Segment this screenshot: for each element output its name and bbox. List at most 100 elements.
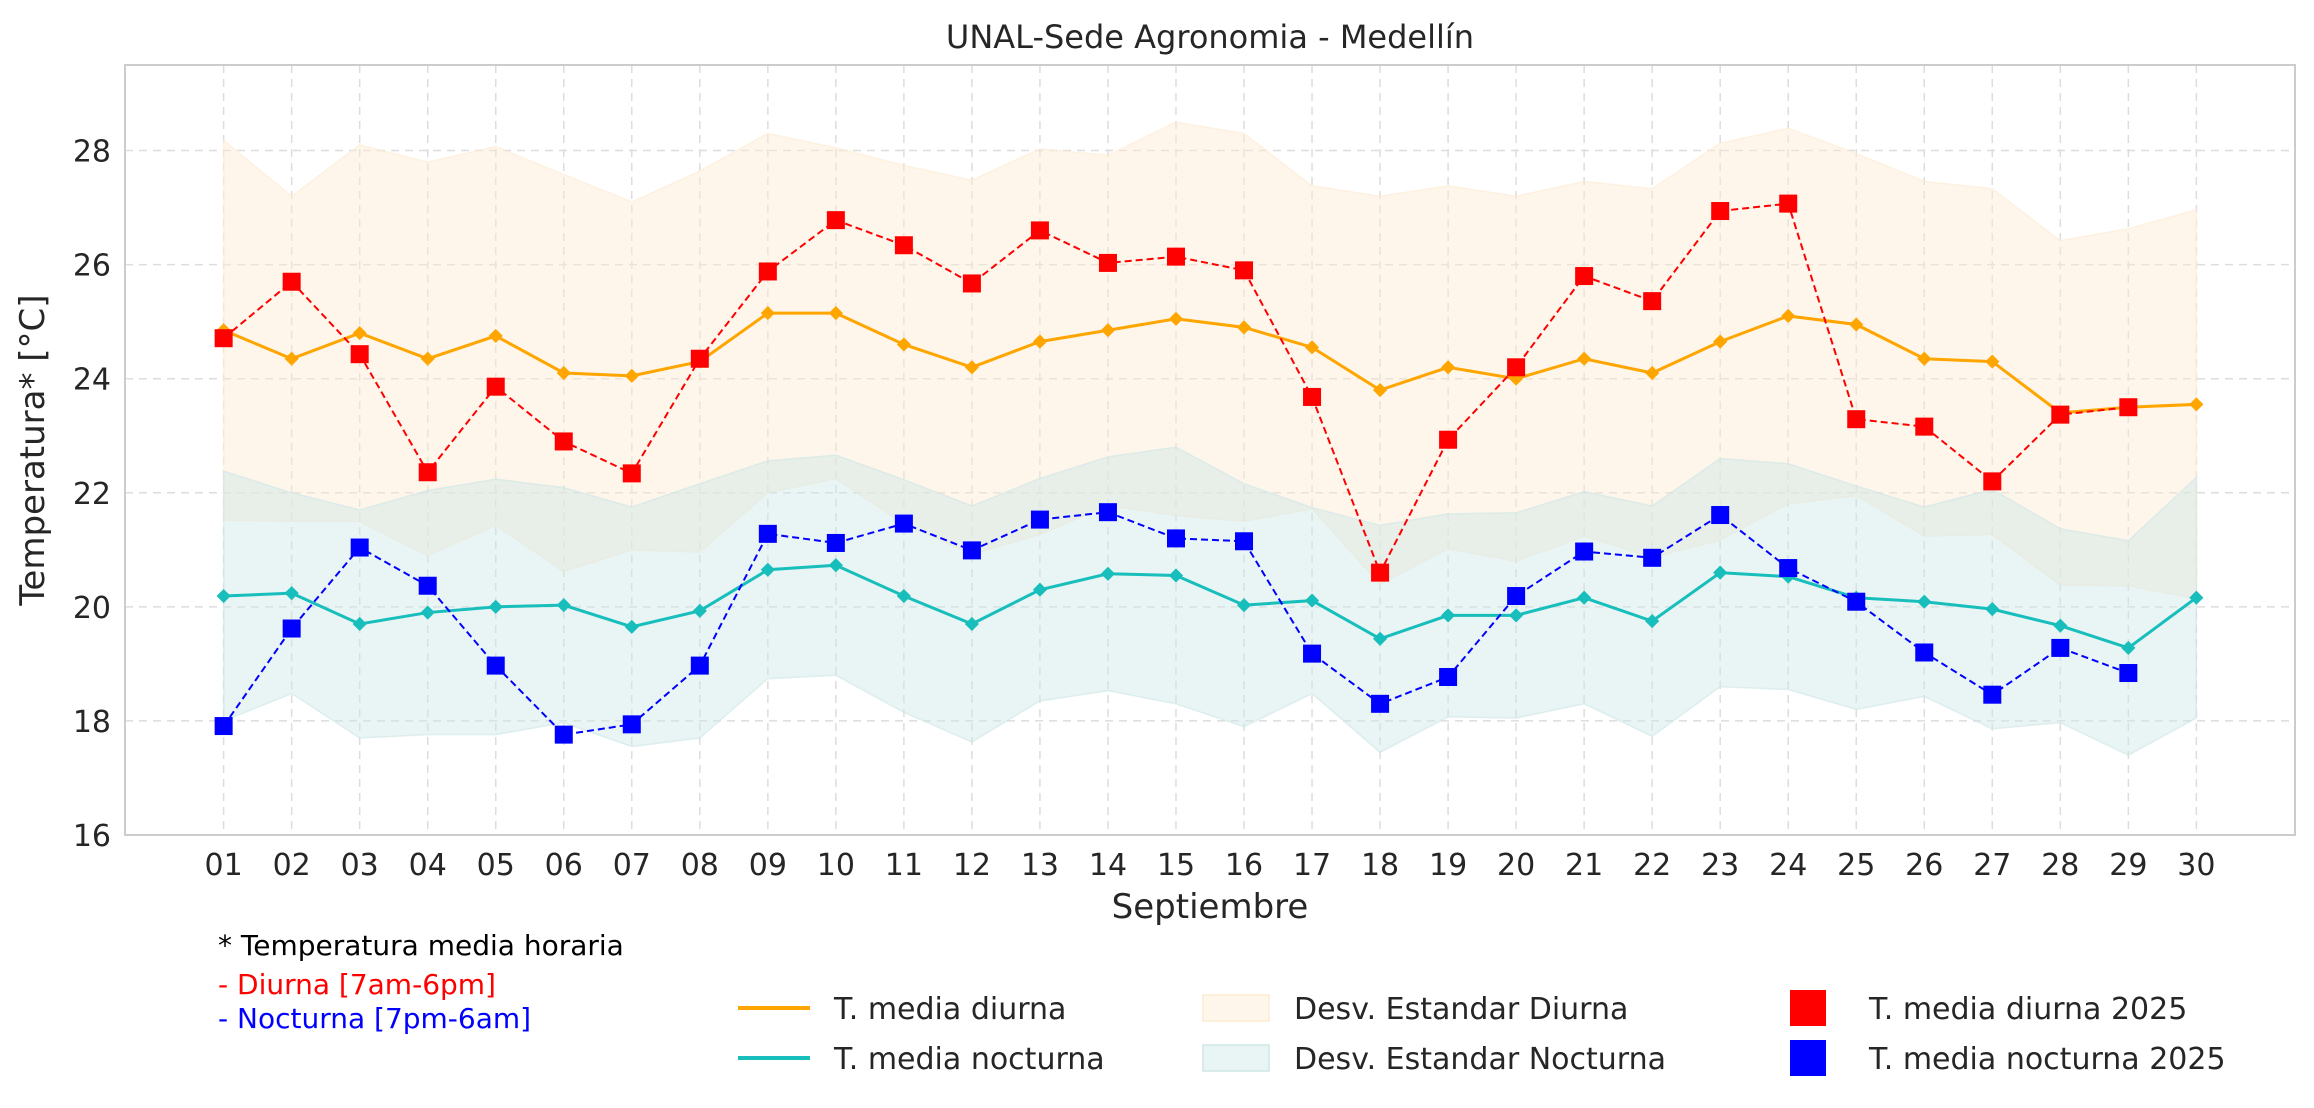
x-tick-label: 28: [2041, 848, 2079, 883]
x-tick-label: 14: [1089, 848, 1127, 883]
std-band: [222, 446, 2198, 756]
2025-point: [1371, 694, 1390, 713]
mean-point: [284, 586, 299, 601]
2025-point: [1711, 506, 1730, 525]
2025-point: [1643, 548, 1662, 567]
mean-point: [1577, 590, 1592, 605]
x-axis-label: Septiembre: [1112, 887, 1309, 927]
mean-line: [223, 311, 2197, 415]
mean-point: [556, 598, 571, 613]
mean-point: [1713, 334, 1728, 349]
mean-point: [1781, 308, 1796, 324]
x-tick-label: 20: [1497, 848, 1535, 883]
x-tick-label: 04: [409, 848, 447, 883]
y-tick-label: 18: [73, 705, 111, 740]
x-tick-label: 23: [1701, 848, 1739, 883]
2025-point: [1098, 503, 1117, 522]
2025-point: [1166, 247, 1185, 266]
mean-line: [223, 563, 2198, 650]
mean-point: [896, 588, 911, 604]
series-markers: [214, 194, 2204, 744]
2025-point: [1711, 202, 1730, 221]
2025-point: [282, 272, 301, 291]
mean-point: [1917, 351, 1932, 366]
mean-point: [828, 558, 843, 573]
mean-point: [624, 368, 639, 383]
y-tick-label: 16: [73, 819, 111, 854]
mean-point: [1713, 565, 1728, 580]
legend-label: T. media nocturna 2025: [1868, 1042, 2226, 1077]
2025-point: [1983, 685, 2002, 704]
x-tick-label: 12: [953, 848, 991, 883]
x-tick-label: 09: [749, 848, 787, 883]
mean-point: [1100, 566, 1116, 581]
x-tick-label: 13: [1021, 848, 1059, 883]
2025-point: [622, 715, 641, 734]
std-bands: [222, 121, 2198, 756]
legend-label: T. media nocturna: [833, 1042, 1105, 1077]
2025-point: [486, 656, 505, 675]
y-axis-label: Temperatura* [°C]: [13, 294, 53, 606]
mean-point: [1509, 608, 1524, 623]
2025-point: [1575, 542, 1594, 561]
legend-label: T. media diurna: [833, 992, 1066, 1027]
x-tick-label: 16: [1225, 848, 1263, 883]
mean-point: [1441, 608, 1456, 623]
mean-point: [284, 351, 299, 366]
2025-point: [894, 236, 913, 255]
x-tick-label: 17: [1293, 848, 1331, 883]
2025-point: [1575, 267, 1594, 286]
mean-point: [352, 326, 367, 341]
2025-point: [282, 619, 301, 638]
x-tick-label: 03: [341, 848, 379, 883]
2025-point: [1507, 358, 1526, 377]
2025-point: [1915, 643, 1934, 662]
2025-point: [1439, 430, 1458, 449]
mean-point: [488, 328, 503, 343]
x-tick-label: 30: [2177, 848, 2215, 883]
2025-point: [1166, 529, 1185, 548]
2025-point: [1643, 292, 1662, 311]
2025-point: [350, 538, 369, 557]
2025-point: [826, 533, 845, 552]
mean-point: [1236, 320, 1252, 335]
2025-point: [894, 514, 913, 533]
mean-point: [1168, 311, 1184, 326]
mean-point: [420, 351, 435, 366]
2025-point: [214, 329, 233, 348]
2025-point: [1847, 592, 1866, 611]
x-tick-label: 29: [2109, 848, 2147, 883]
x-tick-label: 21: [1565, 848, 1603, 883]
mean-point: [624, 619, 639, 634]
mean-point: [1168, 568, 1184, 583]
x-tick-label: 15: [1157, 848, 1195, 883]
x-tick-label: 06: [545, 848, 583, 883]
x-tick-label: 07: [613, 848, 651, 883]
x-tick-label: 10: [817, 848, 855, 883]
mean-point: [556, 365, 571, 381]
2025-point: [486, 377, 505, 396]
x-tick-label: 05: [477, 848, 515, 883]
mean-point: [692, 603, 707, 618]
2025-point: [1098, 253, 1117, 272]
mean-point: [760, 306, 775, 321]
2025-point: [962, 274, 981, 293]
2025-point: [1439, 668, 1458, 687]
legend-band-swatch: [1202, 1044, 1270, 1072]
2025-point: [1235, 532, 1254, 551]
plot-background: [125, 65, 2295, 835]
x-tick-label: 08: [681, 848, 719, 883]
2025-point: [1303, 387, 1322, 406]
y-tick-label: 22: [73, 477, 111, 512]
2025-point: [962, 541, 981, 560]
mean-point: [1100, 323, 1116, 338]
x-tick-label: 26: [1905, 848, 1943, 883]
2025-point: [2051, 638, 2070, 657]
series-lines: [222, 202, 2198, 736]
x-tick-label: 02: [273, 848, 311, 883]
legend-label: Desv. Estandar Diurna: [1294, 992, 1628, 1027]
x-tick-label: 24: [1769, 848, 1807, 883]
2025-point: [1235, 261, 1254, 280]
2025-point: [350, 345, 369, 364]
